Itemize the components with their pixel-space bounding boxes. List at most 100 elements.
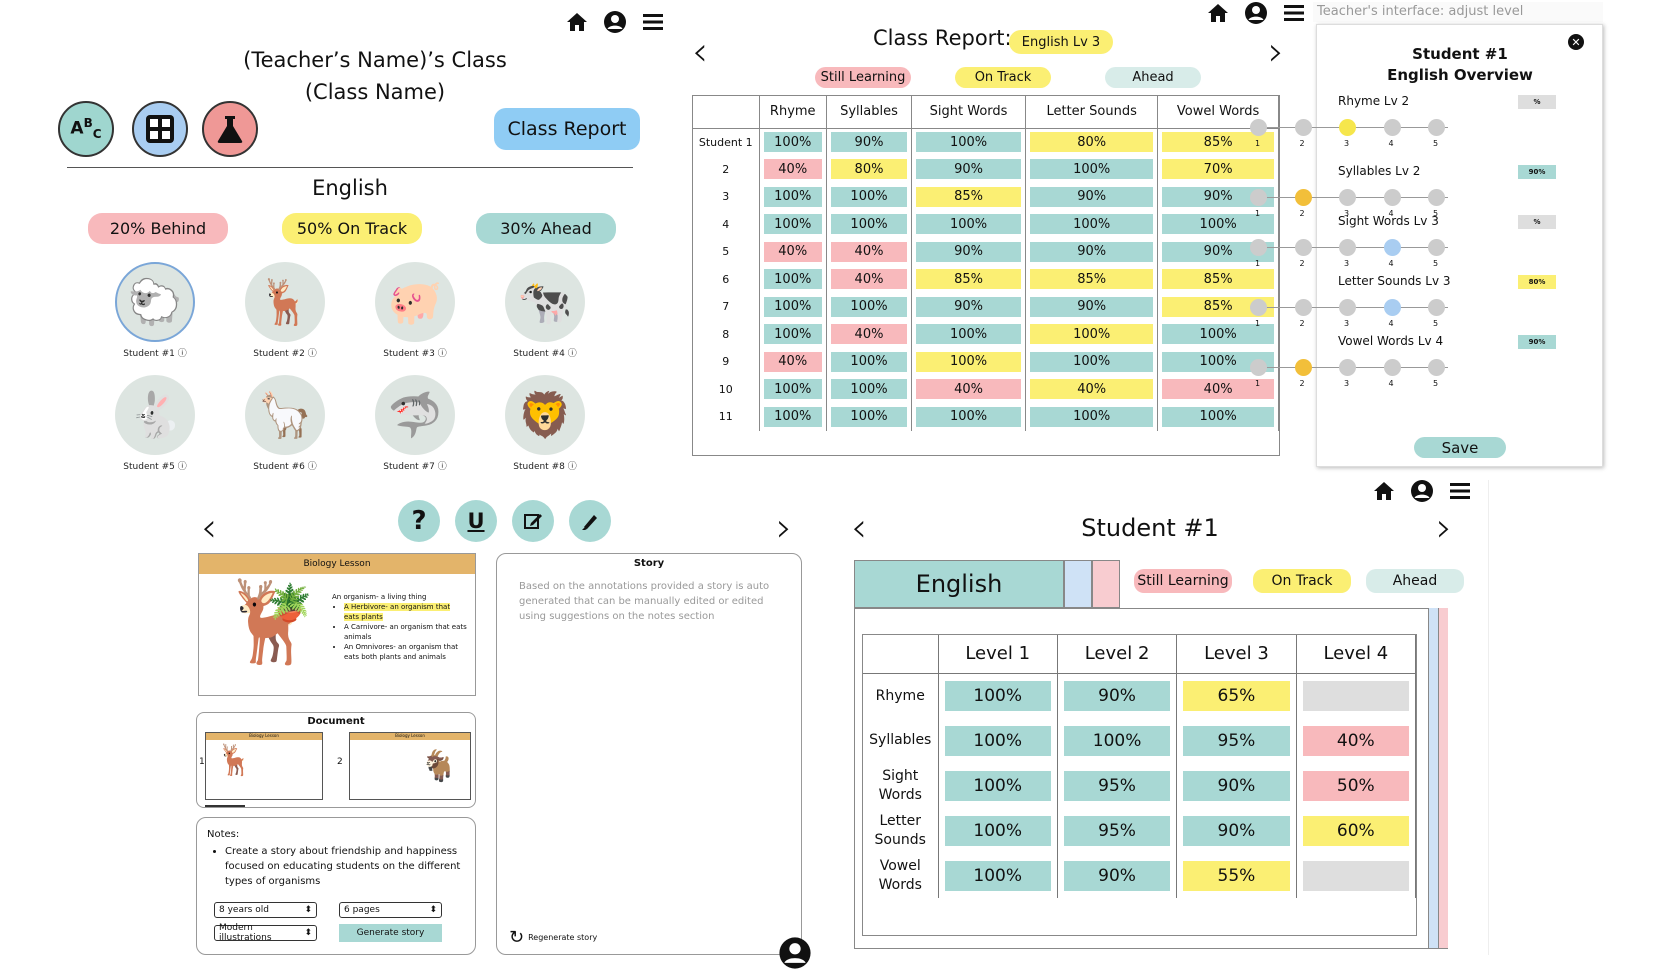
- slider-stop[interactable]: [1250, 119, 1267, 136]
- home-icon[interactable]: [1206, 1, 1230, 25]
- score-value[interactable]: 85%: [1162, 132, 1274, 152]
- score-value[interactable]: 40%: [916, 379, 1022, 400]
- scrollbar[interactable]: [205, 805, 245, 807]
- slider-stop[interactable]: [1339, 189, 1356, 206]
- score-value[interactable]: 90%: [1183, 770, 1290, 801]
- home-icon[interactable]: [565, 10, 589, 34]
- score-value[interactable]: 100%: [763, 186, 822, 207]
- score-value[interactable]: 70%: [1162, 159, 1274, 180]
- slider-stop[interactable]: [1294, 239, 1312, 256]
- search-input[interactable]: Teacher's interface: adjust level: [1313, 2, 1603, 22]
- score-value[interactable]: 100%: [830, 406, 908, 427]
- tab-red[interactable]: [1092, 560, 1120, 608]
- scrollbar-red[interactable]: [1438, 608, 1448, 948]
- story-text[interactable]: Based on the annotations provided a stor…: [519, 581, 770, 622]
- pig-icon[interactable]: 🐖: [375, 262, 455, 342]
- score-value[interactable]: 85%: [1162, 269, 1274, 290]
- student-card[interactable]: 🐇 Student #5 ⓘ: [100, 375, 210, 472]
- row-label[interactable]: 8: [693, 320, 760, 348]
- score-value[interactable]: 80%: [1030, 132, 1154, 152]
- home-icon[interactable]: [1372, 479, 1396, 503]
- score-value[interactable]: 90%: [916, 296, 1022, 317]
- slider-stop[interactable]: [1294, 119, 1312, 136]
- scrollbar-blue[interactable]: [1428, 608, 1438, 948]
- row-label[interactable]: 5: [693, 238, 760, 266]
- next-arrow-icon[interactable]: ›: [1268, 29, 1284, 75]
- student-card[interactable]: 🐑 Student #1 ⓘ: [100, 262, 210, 359]
- rabbit-icon[interactable]: 🐇: [115, 375, 195, 455]
- score-value[interactable]: 100%: [944, 725, 1051, 756]
- score-badge[interactable]: %: [1518, 215, 1556, 229]
- score-badge[interactable]: 90%: [1518, 335, 1556, 349]
- row-label[interactable]: Student 1: [693, 128, 760, 156]
- account-icon[interactable]: [603, 10, 627, 34]
- student-card[interactable]: 🦙 Student #6 ⓘ: [230, 375, 340, 472]
- subject-tab[interactable]: English: [854, 560, 1064, 608]
- score-value[interactable]: 60%: [1302, 815, 1409, 846]
- student-card[interactable]: 🐖 Student #3 ⓘ: [360, 262, 470, 359]
- calculator-icon[interactable]: [132, 101, 188, 157]
- document-thumbnail-1[interactable]: Biology Lesson 🦌: [205, 732, 323, 800]
- sheep-icon[interactable]: 🐑: [115, 262, 195, 342]
- info-icon[interactable]: ⓘ: [434, 349, 447, 359]
- score-value[interactable]: 100%: [1030, 159, 1154, 180]
- row-label[interactable]: 11: [693, 403, 760, 431]
- score-value[interactable]: 40%: [763, 351, 822, 372]
- score-value[interactable]: 40%: [830, 241, 908, 262]
- score-value[interactable]: 85%: [916, 269, 1022, 290]
- score-value[interactable]: 100%: [944, 860, 1051, 891]
- slider-stop[interactable]: [1428, 189, 1445, 206]
- score-value[interactable]: 100%: [763, 269, 822, 290]
- score-value[interactable]: 100%: [1030, 351, 1154, 372]
- score-value[interactable]: 100%: [830, 214, 908, 235]
- slider-stop[interactable]: [1383, 239, 1401, 256]
- score-value[interactable]: 40%: [1030, 379, 1154, 400]
- slider-stop[interactable]: [1339, 119, 1356, 136]
- row-label[interactable]: 9: [693, 348, 760, 376]
- score-value[interactable]: 100%: [1162, 214, 1274, 235]
- score-value[interactable]: 90%: [1030, 186, 1154, 207]
- score-value[interactable]: [1302, 680, 1409, 711]
- slider-stop[interactable]: [1383, 119, 1401, 136]
- row-label[interactable]: 4: [693, 210, 760, 238]
- abc-icon[interactable]: ABC: [58, 101, 114, 157]
- slider-stop[interactable]: [1250, 299, 1267, 316]
- underline-icon[interactable]: U: [455, 500, 497, 542]
- score-value[interactable]: 90%: [1162, 186, 1274, 207]
- flask-icon[interactable]: [202, 101, 258, 157]
- account-icon[interactable]: [1244, 1, 1268, 25]
- pages-select[interactable]: 6 pages ⬍: [339, 902, 442, 918]
- level-slider[interactable]: 1 2 3 4 5: [1250, 119, 1448, 149]
- score-value[interactable]: 100%: [830, 379, 908, 400]
- age-select[interactable]: 8 years old ⬍: [214, 902, 317, 918]
- score-value[interactable]: 40%: [1162, 379, 1274, 400]
- menu-icon[interactable]: [641, 10, 665, 34]
- score-value[interactable]: 40%: [830, 269, 908, 290]
- score-value[interactable]: 100%: [916, 406, 1022, 427]
- prev-arrow-icon[interactable]: ‹: [692, 29, 708, 75]
- slider-stop[interactable]: [1339, 239, 1356, 256]
- score-badge[interactable]: %: [1518, 95, 1556, 109]
- style-select[interactable]: Modern illustrations ⬍: [214, 923, 317, 943]
- score-value[interactable]: 100%: [763, 132, 822, 152]
- slider-stop[interactable]: [1250, 359, 1267, 376]
- score-value[interactable]: 90%: [1063, 680, 1171, 711]
- prev-arrow-icon[interactable]: ‹: [851, 505, 867, 551]
- note-item[interactable]: Create a story about friendship and happ…: [225, 844, 463, 889]
- score-value[interactable]: 65%: [1183, 680, 1290, 711]
- class-report-button[interactable]: Class Report: [494, 108, 640, 150]
- score-value[interactable]: 90%: [916, 241, 1022, 262]
- score-value[interactable]: 40%: [1302, 725, 1409, 756]
- score-value[interactable]: 100%: [916, 132, 1022, 152]
- slider-stop[interactable]: [1383, 299, 1401, 316]
- slider-stop[interactable]: [1294, 189, 1312, 206]
- deer-icon[interactable]: 🦌: [245, 262, 325, 342]
- llama-icon[interactable]: 🦙: [245, 375, 325, 455]
- score-value[interactable]: 90%: [830, 132, 908, 152]
- info-icon[interactable]: ⓘ: [564, 349, 577, 359]
- score-value[interactable]: 90%: [1063, 860, 1171, 891]
- score-value[interactable]: [1302, 860, 1409, 891]
- prev-arrow-icon[interactable]: ‹: [201, 505, 217, 551]
- level-badge[interactable]: English Lv 3: [1009, 30, 1113, 54]
- score-badge[interactable]: 90%: [1518, 165, 1556, 179]
